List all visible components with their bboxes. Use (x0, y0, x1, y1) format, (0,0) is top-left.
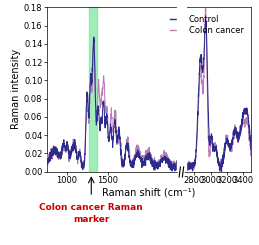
Text: Colon cancer Raman: Colon cancer Raman (39, 203, 143, 212)
X-axis label: Raman shift (cm⁻¹): Raman shift (cm⁻¹) (102, 187, 196, 197)
Bar (177, 7, 186, 171)
Text: marker: marker (73, 215, 110, 224)
Y-axis label: Raman intensity: Raman intensity (11, 49, 21, 130)
Bar (89, 7, 97, 171)
Legend: Control, Colon cancer: Control, Colon cancer (166, 12, 247, 38)
